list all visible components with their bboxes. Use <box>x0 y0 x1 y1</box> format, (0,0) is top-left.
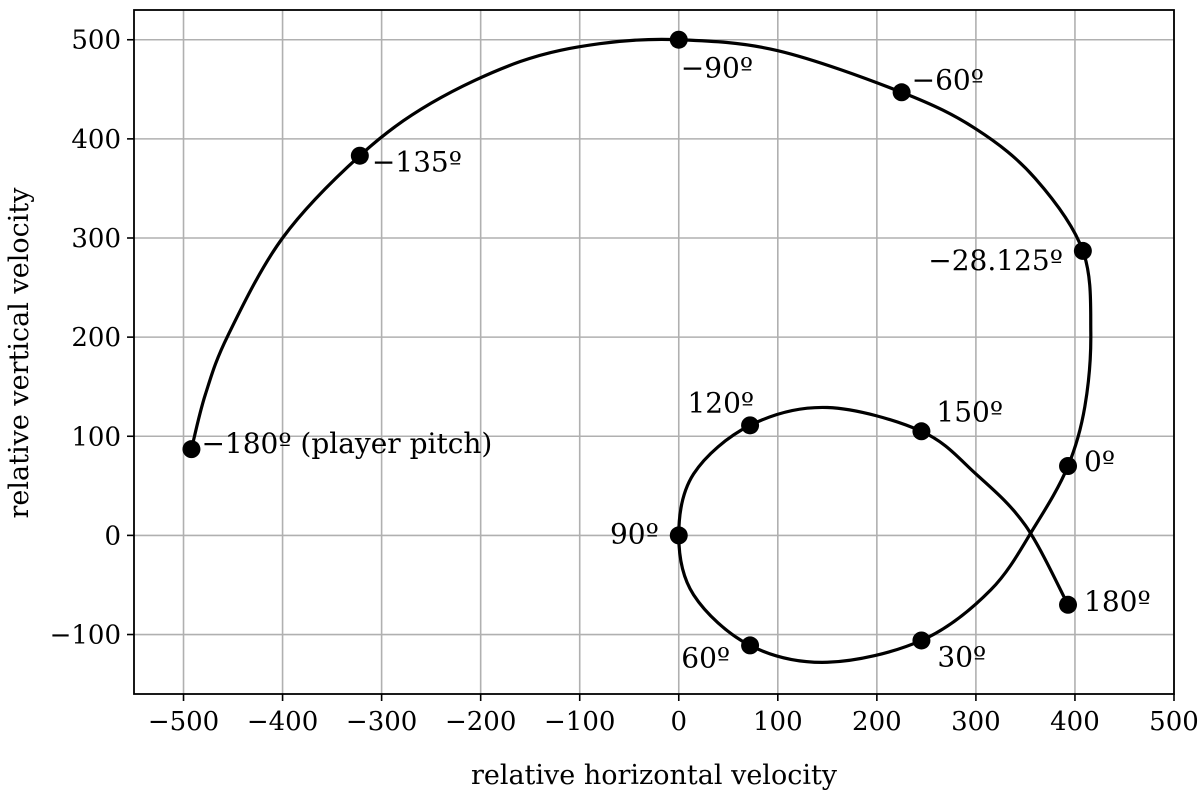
data-point <box>1059 595 1078 614</box>
y-tick-label: −100 <box>50 621 121 651</box>
data-point-label: −180º (player pitch) <box>201 427 492 460</box>
x-tick-label: −500 <box>148 707 219 737</box>
data-point <box>912 422 931 441</box>
x-tick-label: 200 <box>852 707 902 737</box>
data-point <box>182 440 201 459</box>
data-point <box>1073 241 1092 260</box>
data-point-label: 0º <box>1084 445 1115 478</box>
data-point <box>669 526 688 545</box>
ticks-layer: −500 −400 −300 −200 −100 0 100 200 300 400 500 −100… <box>50 26 1199 737</box>
x-tick-label: 300 <box>951 707 1001 737</box>
x-tick-label: −300 <box>346 707 417 737</box>
x-tick-label: −400 <box>247 707 318 737</box>
data-point-label: −90º <box>681 52 753 85</box>
data-point-label: −60º <box>912 63 984 96</box>
data-point-label: 180º <box>1084 585 1151 618</box>
grid-layer <box>134 10 1175 694</box>
y-tick-label: 300 <box>71 224 121 254</box>
data-point <box>1059 457 1078 475</box>
data-point <box>741 636 760 655</box>
curve-layer <box>189 37 1093 664</box>
data-point <box>669 30 688 49</box>
data-point <box>912 631 931 650</box>
frame-layer <box>133 9 1175 695</box>
data-point-label: 90º <box>610 517 659 550</box>
y-tick-label: 0 <box>104 521 121 551</box>
data-point <box>741 416 760 435</box>
x-axis-label: relative horizontal velocity <box>471 760 838 791</box>
data-point-label: −135º <box>372 146 462 179</box>
x-tick-label: 400 <box>1050 707 1100 737</box>
y-tick-label: 100 <box>71 422 121 452</box>
series-line <box>189 37 1093 664</box>
data-point <box>892 83 911 102</box>
x-tick-label: −200 <box>445 707 516 737</box>
plot-frame <box>133 9 1175 695</box>
data-point-label: 150º <box>936 395 1003 428</box>
data-point-label: −28.125º <box>928 244 1063 277</box>
y-tick-label: 400 <box>71 125 121 155</box>
points-layer: −180º (player pitch) −135º −90º −60º −28.125… <box>182 30 1151 674</box>
x-tick-label: 100 <box>753 707 803 737</box>
x-tick-label: 0 <box>670 707 687 737</box>
y-tick-label: 500 <box>71 26 121 56</box>
y-tick-label: 200 <box>71 323 121 353</box>
x-tick-label: 500 <box>1149 707 1199 737</box>
data-point-label: 60º <box>681 641 730 674</box>
data-point-label: 30º <box>937 640 986 673</box>
data-point <box>350 146 369 165</box>
data-point-label: 120º <box>687 386 754 419</box>
y-axis-label: relative vertical velocity <box>4 187 35 519</box>
x-tick-label: −100 <box>544 707 615 737</box>
